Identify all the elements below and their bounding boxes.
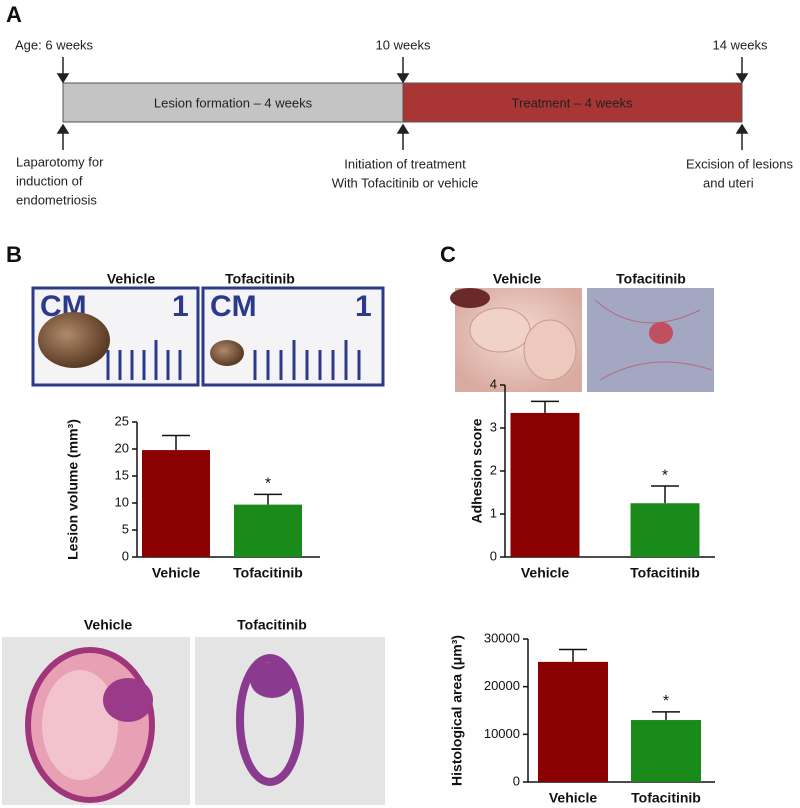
significance: *	[265, 476, 271, 493]
photo-label: Tofacitinib	[237, 617, 307, 633]
ruler-text: CM	[210, 290, 257, 323]
bar	[631, 720, 701, 782]
timeline-phase	[402, 82, 743, 123]
y-tick-label: 0	[490, 548, 497, 563]
ruler-text: 1	[355, 290, 372, 323]
y-axis-label: Adhesion score	[469, 418, 485, 523]
y-tick-label: 10	[115, 494, 129, 509]
y-tick-label: 20	[115, 440, 129, 455]
y-tick-label: 1	[490, 505, 497, 520]
panel-label: A	[6, 2, 22, 27]
y-tick-label: 30000	[484, 630, 520, 645]
photo	[450, 288, 582, 392]
y-tick-label: 2	[490, 462, 497, 477]
photo-label: Tofacitinib	[225, 271, 295, 287]
timeline-label: Age: 6 weeks	[15, 37, 94, 52]
note: Excision of lesions	[686, 156, 793, 171]
x-tick-label: Vehicle	[521, 565, 569, 581]
photo	[587, 288, 714, 392]
photo: CM 1	[31, 286, 200, 387]
x-tick-label: Tofacitinib	[233, 565, 303, 581]
ruler-text: 1	[172, 290, 189, 323]
photo-label: Tofacitinib	[616, 271, 686, 287]
photo	[2, 637, 190, 805]
y-tick-label: 20000	[484, 678, 520, 693]
note: and uteri	[703, 175, 754, 190]
photo: CM 1	[201, 286, 385, 387]
x-tick-label: Vehicle	[549, 790, 597, 806]
note: induction of	[16, 173, 83, 188]
bar	[142, 450, 210, 557]
y-tick-label: 4	[490, 376, 497, 391]
timeline-label: 14 weeks	[713, 37, 768, 52]
y-tick-label: 5	[122, 521, 129, 536]
significance: *	[663, 693, 669, 710]
bar	[630, 503, 700, 557]
note: endometriosis	[16, 192, 97, 207]
phase-label: Treatment – 4 weeks	[512, 95, 633, 110]
y-axis-label: Lesion volume (mm³)	[65, 419, 81, 560]
photo	[195, 637, 385, 805]
y-tick-label: 10000	[484, 726, 520, 741]
y-tick-label: 3	[490, 419, 497, 434]
y-tick-label: 0	[513, 773, 520, 788]
y-axis-label: Histological area (μm³)	[449, 635, 465, 786]
note: With Tofacitinib or vehicle	[332, 175, 478, 190]
panel-label: B	[6, 242, 22, 267]
bar	[234, 504, 302, 557]
timeline-phase	[62, 82, 404, 123]
y-tick-label: 0	[122, 548, 129, 563]
y-tick-label: 25	[115, 413, 129, 428]
phase-label: Lesion formation – 4 weeks	[154, 95, 313, 110]
significance: *	[662, 467, 668, 484]
photo-label: Vehicle	[493, 271, 541, 287]
y-tick-label: 15	[115, 467, 129, 482]
panel-label: C	[440, 242, 456, 267]
note: Laparotomy for	[16, 154, 104, 169]
x-tick-label: Tofacitinib	[631, 790, 701, 806]
photo-label: Vehicle	[107, 271, 155, 287]
arrows	[56, 57, 749, 150]
x-tick-label: Vehicle	[152, 565, 200, 581]
timeline-label: 10 weeks	[376, 37, 431, 52]
bar	[538, 661, 608, 782]
x-tick-label: Tofacitinib	[630, 565, 700, 581]
bar	[510, 412, 580, 557]
photo-label: Vehicle	[84, 617, 132, 633]
note: Initiation of treatment	[344, 156, 466, 171]
